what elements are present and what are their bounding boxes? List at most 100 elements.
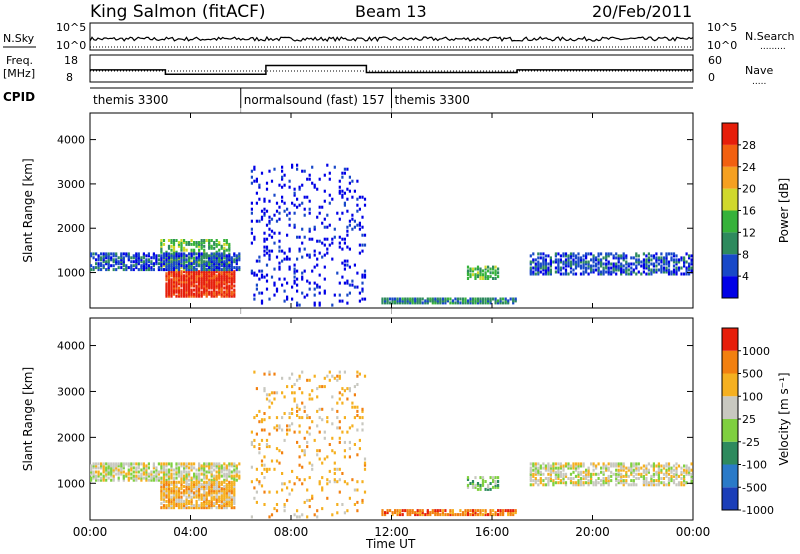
scatter-cell: [286, 295, 289, 299]
scatter-cell: [225, 248, 228, 252]
scatter-cell: [680, 472, 683, 476]
scatter-cell: [316, 283, 319, 287]
scatter-cell: [198, 284, 201, 288]
scatter-cell: [343, 167, 346, 171]
scatter-cell: [213, 276, 216, 280]
scatter-cell: [562, 272, 565, 276]
scatter-cell: [281, 175, 284, 179]
scatter-cell: [162, 472, 166, 476]
scatter-cell: [600, 262, 603, 266]
scatter-cell: [293, 391, 296, 395]
scatter-cell: [97, 262, 100, 266]
scatter-cell: [301, 201, 304, 205]
scatter-cell: [547, 254, 550, 258]
scatter-cell: [170, 248, 173, 252]
scatter-cell: [476, 301, 480, 305]
scatter-cell: [230, 294, 233, 298]
scatter-cell: [283, 209, 286, 213]
scatter-cell: [331, 257, 334, 261]
scatter-cell: [600, 272, 603, 276]
scatter-cell: [105, 462, 108, 466]
freq-step-line: [90, 64, 693, 76]
scatter-cell: [471, 299, 475, 303]
scatter-cell: [537, 268, 540, 272]
scatter-cell: [223, 239, 226, 242]
scatter-cell: [225, 268, 228, 272]
scatter-cell: [210, 493, 213, 497]
scatter-cell: [265, 438, 269, 442]
scatter-cell: [557, 470, 560, 474]
scatter-cell: [419, 509, 422, 513]
scatter-cell: [137, 256, 140, 260]
scatter-cell: [188, 506, 191, 510]
scatter-cell: [170, 241, 173, 244]
scatter-cell: [652, 268, 655, 272]
scatter-cell: [283, 438, 286, 442]
scatter-cell: [185, 270, 188, 274]
scatter-cell: [170, 278, 173, 282]
scatter-cell: [645, 264, 648, 268]
scatter-cell: [650, 254, 653, 258]
x-tick-label: 00:00: [73, 525, 108, 539]
scatter-cell: [122, 466, 125, 470]
scatter-cell: [208, 256, 211, 260]
scatter-cell: [650, 481, 653, 485]
scatter-cell: [263, 387, 266, 391]
scatter-cell: [225, 502, 228, 505]
scatter-cell: [489, 487, 492, 491]
scatter-cell: [494, 480, 497, 483]
scatter-cell: [205, 282, 208, 286]
scatter-cell: [637, 262, 640, 266]
scatter-cell: [602, 262, 605, 266]
scatter-cell: [529, 262, 532, 266]
scatter-cell: [680, 272, 683, 276]
scatter-cell: [351, 227, 354, 231]
scatter-cell: [298, 445, 301, 449]
y-tick-label: 4000: [57, 134, 85, 147]
scatter-cell: [341, 171, 344, 175]
scatter-cell: [268, 445, 271, 449]
scatter-cell: [213, 290, 216, 294]
scatter-cell: [690, 266, 693, 270]
scatter-cell: [190, 502, 193, 505]
scatter-cell: [306, 414, 309, 417]
scatter-cell: [198, 292, 201, 296]
scatter-cell: [210, 274, 213, 278]
scatter-cell: [265, 263, 269, 267]
scatter-cell: [195, 290, 198, 294]
scatter-cell: [203, 260, 206, 264]
scatter-cell: [140, 256, 143, 260]
scatter-cell: [220, 294, 223, 298]
scatter-cell: [595, 466, 598, 470]
scatter-cell: [193, 491, 196, 495]
scatter-cell: [569, 270, 573, 274]
scatter-cell: [391, 301, 394, 305]
scatter-cell: [494, 265, 497, 269]
scatter-cell: [281, 259, 284, 263]
scatter-cell: [263, 231, 266, 235]
scatter-cell: [170, 254, 173, 258]
scatter-cell: [167, 280, 171, 284]
scatter-cell: [343, 201, 346, 205]
scatter-cell: [351, 283, 354, 287]
scatter-cell: [170, 474, 173, 478]
scatter-cell: [615, 266, 618, 270]
scatter-cell: [690, 474, 693, 478]
scatter-cell: [677, 260, 681, 264]
scatter-cell: [95, 476, 98, 480]
scatter-cell: [313, 301, 316, 305]
scatter-cell: [100, 252, 103, 256]
scatter-cell: [215, 499, 218, 503]
scatter-cell: [399, 513, 402, 517]
scatter-cell: [587, 260, 590, 264]
scatter-cell: [183, 239, 186, 242]
scatter-cell: [577, 252, 580, 256]
scatter-cell: [529, 270, 532, 274]
scatter-cell: [188, 288, 191, 292]
scatter-cell: [203, 466, 206, 470]
scatter-cell: [657, 462, 660, 466]
colorbar-tick-label: 20: [742, 183, 756, 196]
scatter-cell: [655, 264, 658, 268]
scatter-cell: [426, 509, 429, 513]
scatter-cell: [592, 256, 595, 260]
